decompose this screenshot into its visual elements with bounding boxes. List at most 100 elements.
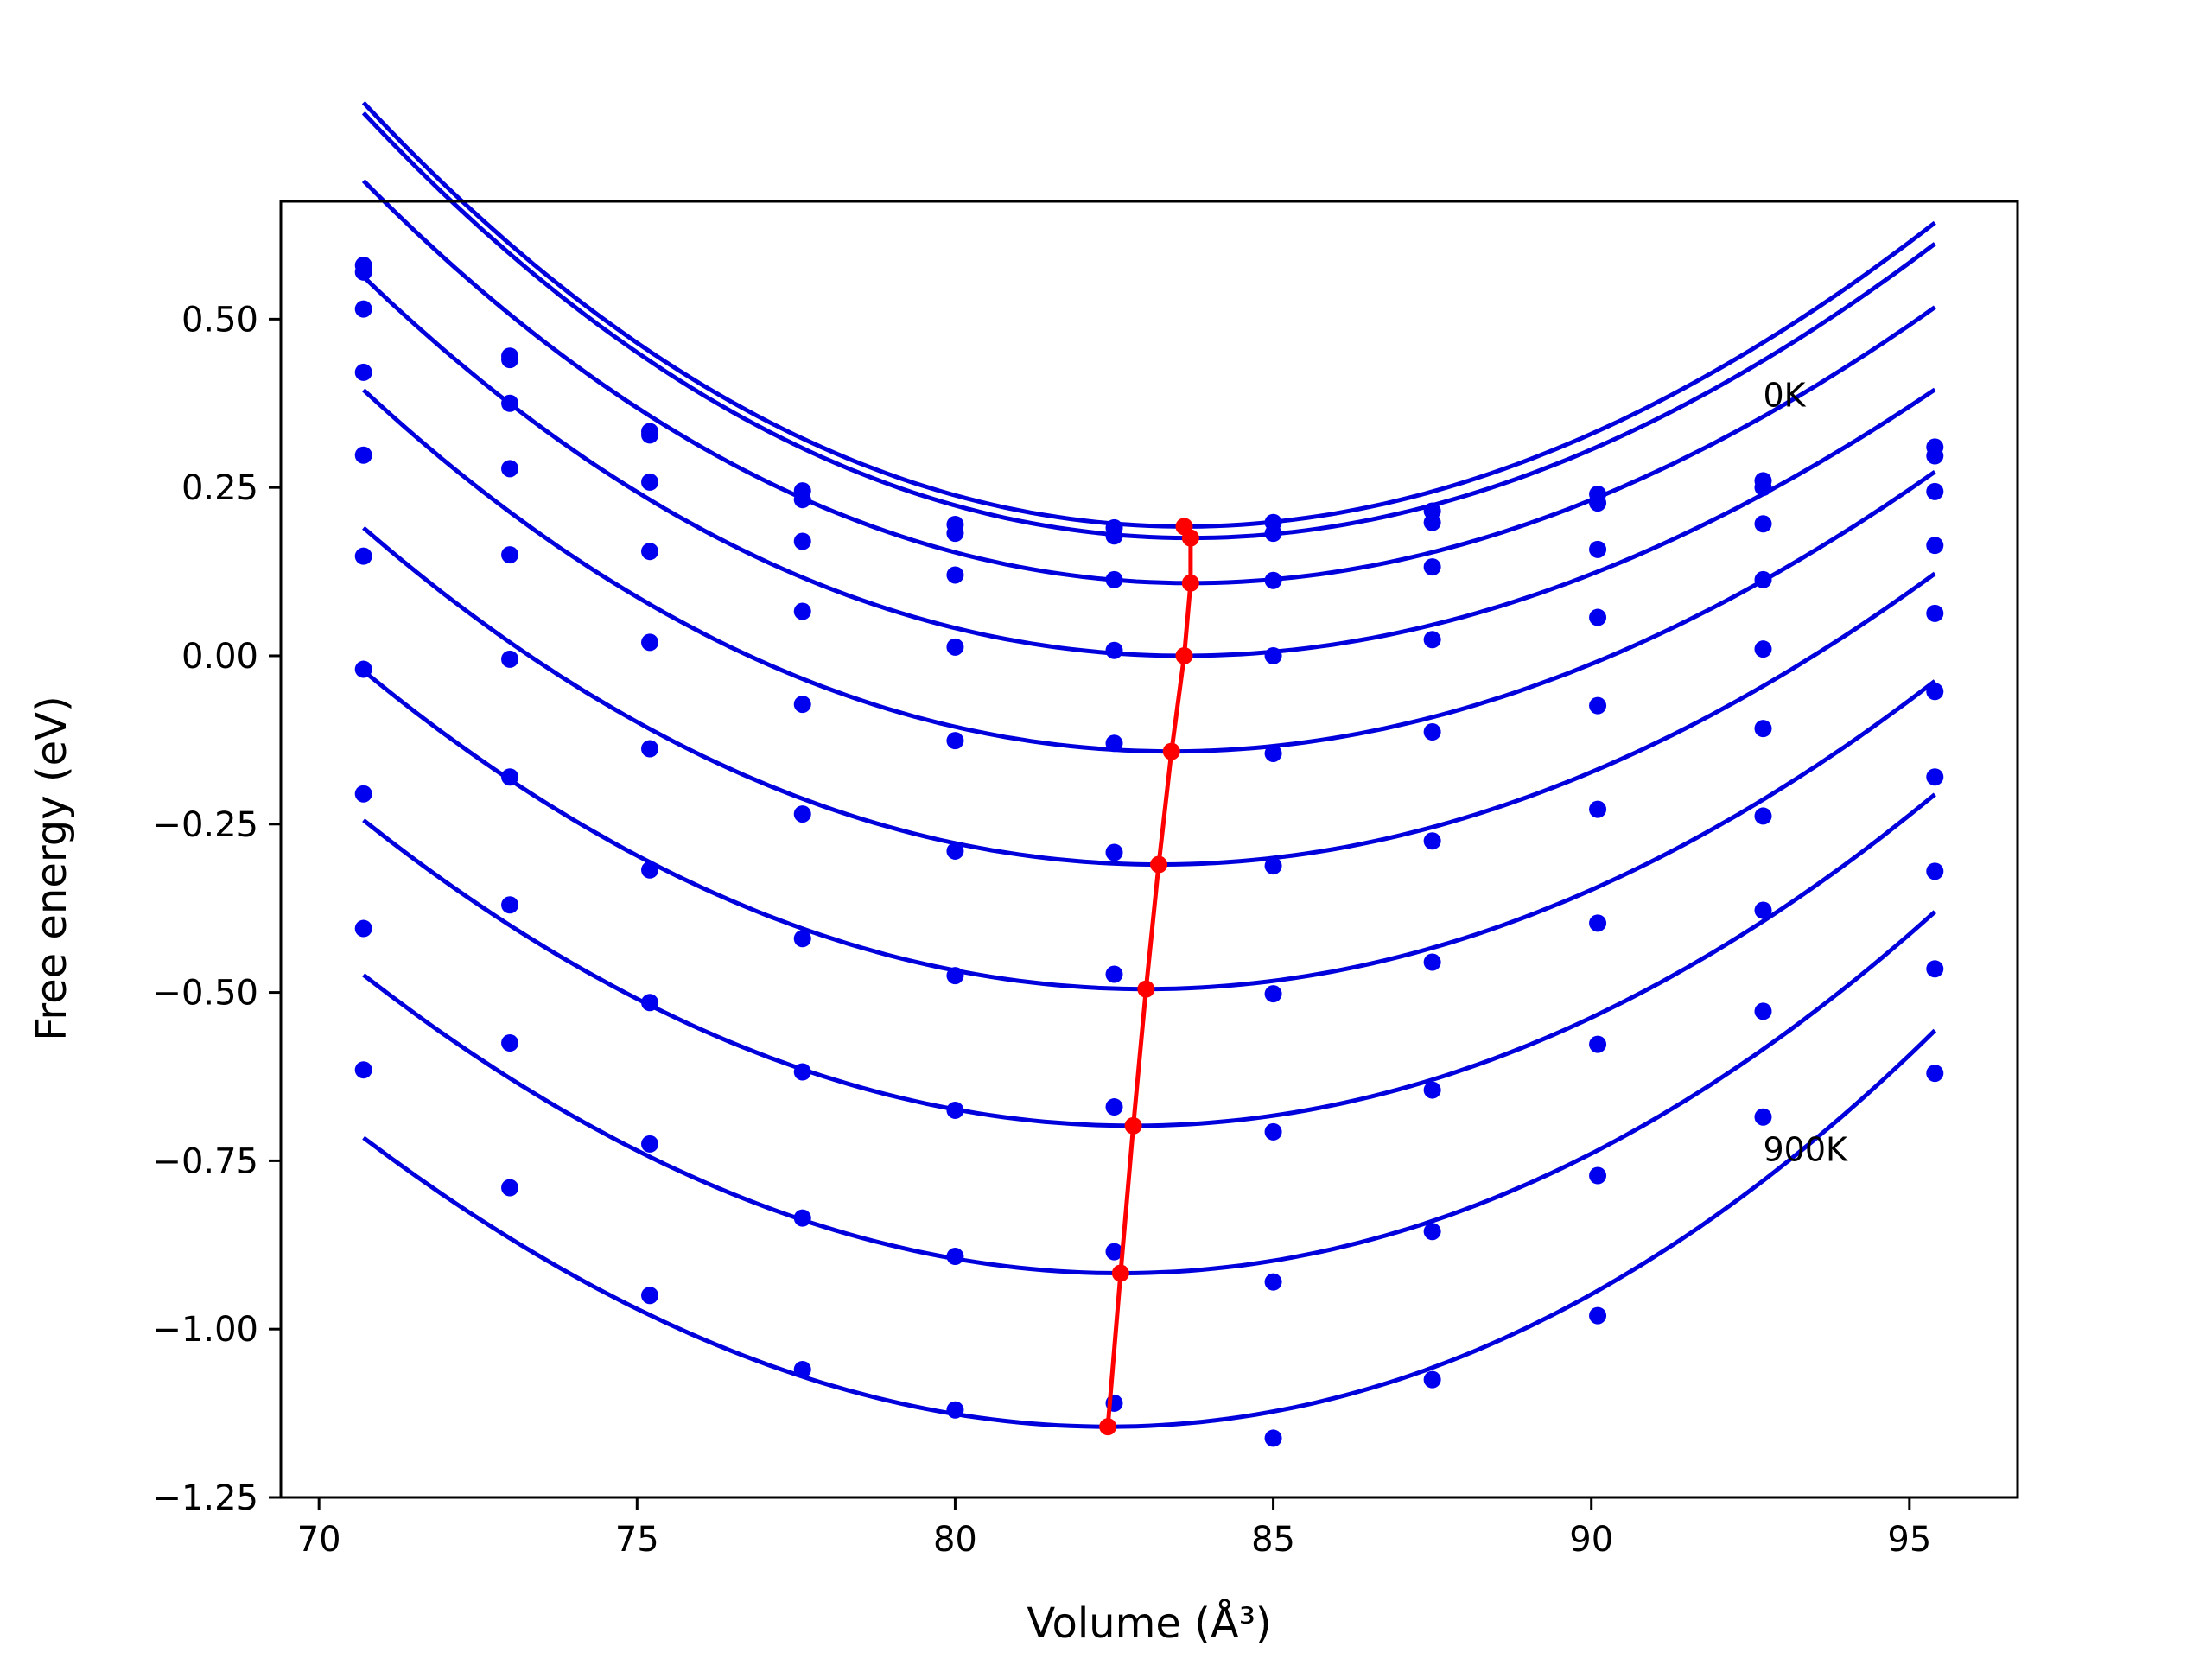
data-point <box>354 300 372 318</box>
data-point <box>1754 1002 1772 1020</box>
fit-curve <box>362 388 1936 754</box>
curve-annotation: 900K <box>1763 1130 1848 1168</box>
annotations: 0K 900K <box>1763 377 1848 1169</box>
data-point <box>1926 447 1944 465</box>
data-point <box>501 351 519 369</box>
data-point <box>1589 800 1607 818</box>
data-point <box>501 460 519 478</box>
data-point <box>501 1179 519 1197</box>
data-point <box>641 861 659 879</box>
x-tick-label: 85 <box>1251 1520 1295 1560</box>
fit-curve <box>361 179 1936 586</box>
minimum-point <box>1181 574 1199 592</box>
data-point <box>354 1061 372 1079</box>
fit-curve <box>362 792 1936 1128</box>
data-point <box>946 842 964 860</box>
minimum-point <box>1150 855 1168 874</box>
data-point <box>1423 953 1441 971</box>
data-point <box>1926 482 1944 500</box>
data-point <box>1754 640 1772 658</box>
data-point <box>946 1248 964 1266</box>
data-point <box>1754 720 1772 738</box>
fit-curve <box>361 275 1936 658</box>
data-point <box>1423 631 1441 649</box>
y-tick-label: 0.50 <box>181 300 258 340</box>
y-tick-label: 0.00 <box>181 637 258 677</box>
data-point <box>1589 696 1607 715</box>
y-tick-label: −1.00 <box>152 1310 258 1350</box>
data-point <box>793 930 811 948</box>
curve-annotation: 0K <box>1763 377 1806 415</box>
x-tick-label: 80 <box>933 1520 977 1560</box>
fit-curve <box>361 100 1936 529</box>
data-point <box>1423 723 1441 741</box>
minimum-point <box>1111 1264 1129 1282</box>
data-point <box>793 491 811 509</box>
minimum-point <box>1162 742 1180 760</box>
data-point <box>354 785 372 803</box>
data-point <box>1754 570 1772 588</box>
data-point <box>354 363 372 381</box>
y-tick-label: 0.25 <box>181 468 258 508</box>
fit-curve <box>362 526 1936 867</box>
data-point <box>1589 494 1607 512</box>
minimum-point <box>1137 980 1155 998</box>
x-tick-label: 95 <box>1887 1520 1931 1560</box>
data-point <box>354 263 372 281</box>
data-point <box>354 446 372 464</box>
data-point <box>1926 537 1944 555</box>
data-point <box>1423 1081 1441 1099</box>
data-point <box>1264 857 1282 875</box>
data-point <box>793 1209 811 1227</box>
data-point <box>793 602 811 620</box>
x-tick-label: 90 <box>1569 1520 1613 1560</box>
data-point <box>501 768 519 786</box>
plot-frame <box>279 200 2019 1499</box>
fit-curve <box>361 111 1936 541</box>
data-point <box>501 1034 519 1052</box>
data-point <box>1264 1122 1282 1141</box>
data-point <box>1105 570 1123 588</box>
data-point <box>1264 744 1282 762</box>
data-point <box>1926 960 1944 978</box>
data-point <box>1264 1429 1282 1447</box>
data-point <box>946 967 964 985</box>
data-point <box>1589 1306 1607 1325</box>
data-point <box>354 919 372 938</box>
data-point <box>501 650 519 668</box>
x-tick-label: 75 <box>615 1520 659 1560</box>
x-tick-label: 70 <box>297 1520 341 1560</box>
data-point <box>1105 527 1123 545</box>
data-point <box>641 1135 659 1153</box>
data-point <box>1423 513 1441 531</box>
data-point <box>1926 768 1944 786</box>
data-point <box>1423 832 1441 850</box>
data-point <box>1589 1166 1607 1185</box>
data-point <box>1423 558 1441 576</box>
data-point <box>1423 1370 1441 1389</box>
data-point <box>641 994 659 1012</box>
data-point <box>946 524 964 543</box>
data-point <box>946 1101 964 1119</box>
data-point <box>1589 1035 1607 1053</box>
data-point <box>1754 515 1772 533</box>
y-axis: −1.25 −1.00 −0.75 −0.50 −0.25 0.00 0.25 0.50 <box>152 300 281 1518</box>
data-point <box>1264 571 1282 589</box>
data-point <box>793 805 811 823</box>
minimum-point <box>1099 1418 1117 1436</box>
data-point <box>1105 734 1123 753</box>
minimum-point <box>1124 1116 1142 1135</box>
data-point <box>1589 608 1607 626</box>
y-axis-label: Free energy (eV) <box>28 696 76 1040</box>
data-point <box>1105 641 1123 659</box>
data-point <box>1423 1223 1441 1241</box>
data-point <box>1754 807 1772 825</box>
data-point <box>1926 683 1944 701</box>
data-point <box>1926 604 1944 622</box>
data-point <box>946 1401 964 1419</box>
data-point <box>641 426 659 444</box>
data-point <box>793 532 811 550</box>
data-point <box>1105 1243 1123 1261</box>
